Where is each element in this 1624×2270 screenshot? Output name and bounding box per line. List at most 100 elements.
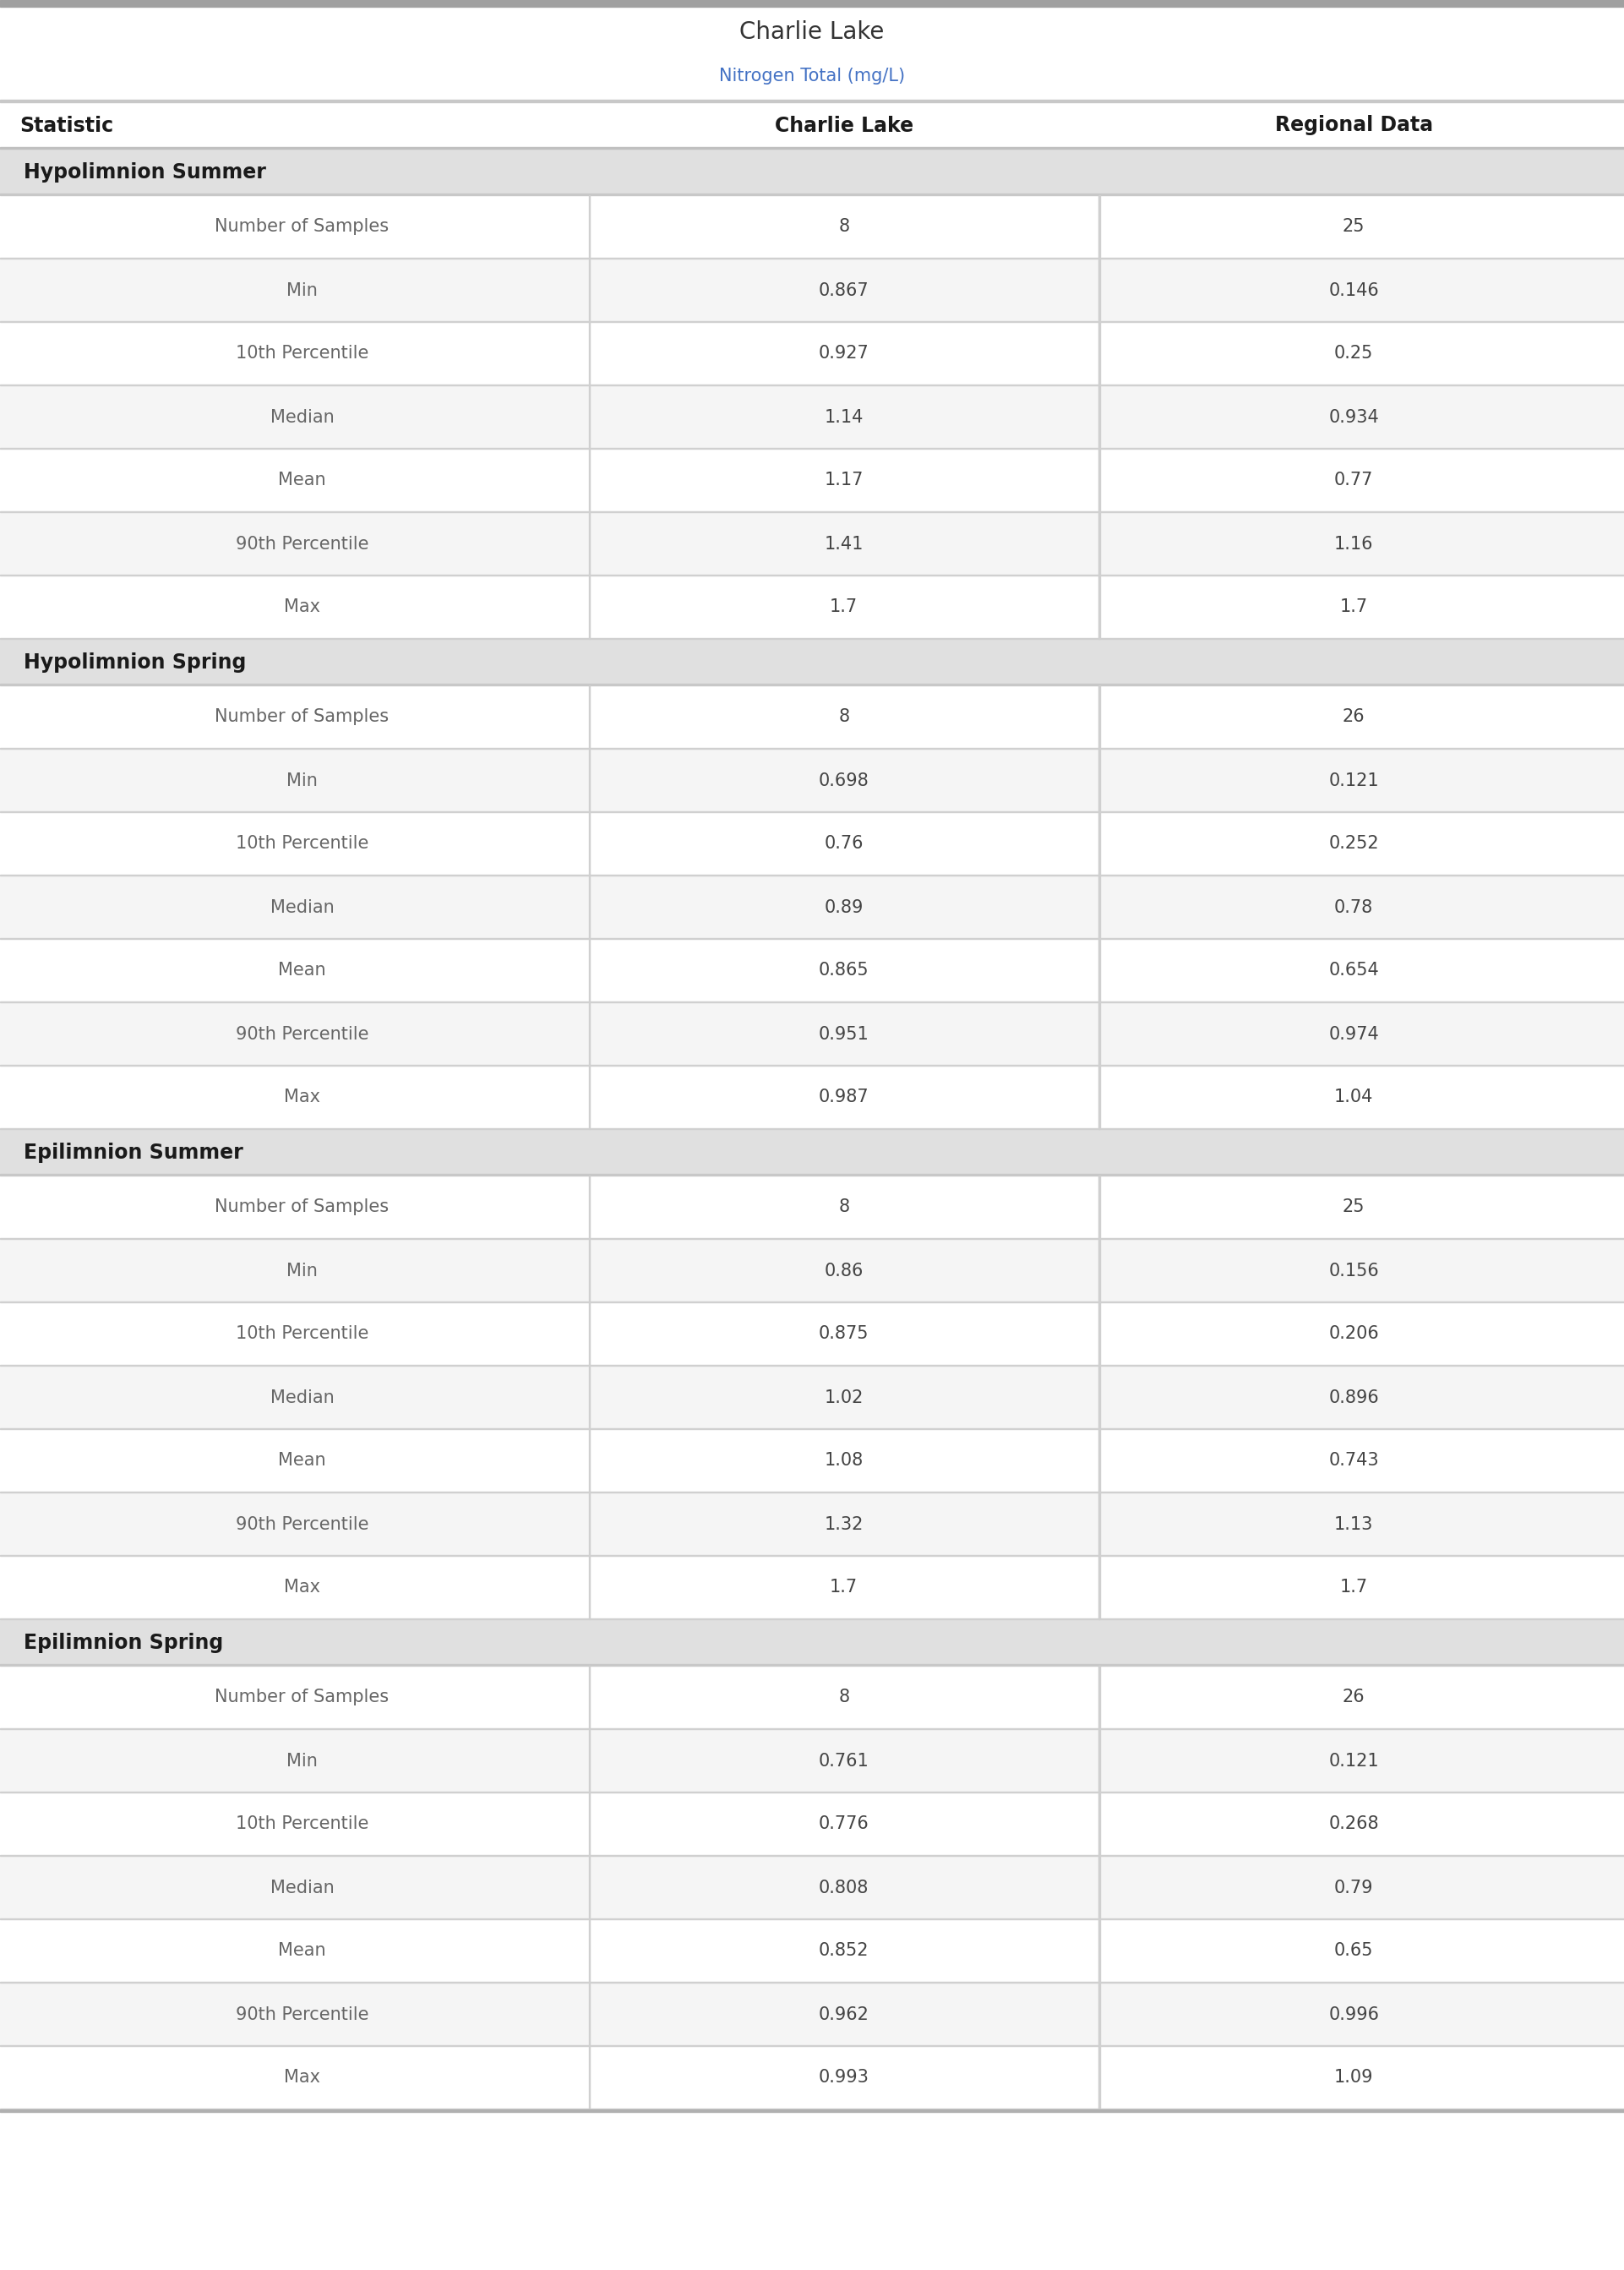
Bar: [0, 876, 1624, 940]
Text: 1.32: 1.32: [825, 1516, 864, 1532]
Text: 26: 26: [1343, 1689, 1366, 1705]
Bar: [0, 1491, 1624, 1555]
Text: 0.934: 0.934: [1328, 409, 1379, 424]
Text: 0.146: 0.146: [1328, 281, 1379, 300]
Text: 0.852: 0.852: [818, 1943, 869, 1959]
Text: 0.77: 0.77: [1335, 472, 1374, 488]
Text: 0.206: 0.206: [1328, 1326, 1379, 1342]
Text: 26: 26: [1343, 708, 1366, 726]
Text: 0.121: 0.121: [1328, 1752, 1379, 1768]
Text: 8: 8: [838, 1689, 849, 1705]
Text: Max: Max: [284, 1580, 320, 1596]
Text: 10th Percentile: 10th Percentile: [235, 345, 369, 363]
Bar: [0, 322, 1624, 386]
Text: 0.927: 0.927: [818, 345, 869, 363]
Bar: [0, 577, 1624, 638]
Text: Max: Max: [284, 1090, 320, 1105]
Text: 10th Percentile: 10th Percentile: [235, 835, 369, 851]
Text: 0.268: 0.268: [1328, 1816, 1379, 1832]
Text: 8: 8: [838, 708, 849, 726]
Text: Median: Median: [270, 1389, 335, 1405]
Text: Max: Max: [284, 2070, 320, 2086]
Text: 0.89: 0.89: [825, 899, 864, 915]
Bar: [0, 1065, 1624, 1128]
Text: 1.14: 1.14: [825, 409, 864, 424]
Text: 1.7: 1.7: [1340, 1580, 1367, 1596]
Text: 90th Percentile: 90th Percentile: [235, 1516, 369, 1532]
Text: Hypolimnion Spring: Hypolimnion Spring: [24, 651, 247, 672]
Text: 1.02: 1.02: [825, 1389, 864, 1405]
Text: 1.17: 1.17: [825, 472, 864, 488]
Text: 0.974: 0.974: [1328, 1026, 1379, 1042]
Text: 0.867: 0.867: [818, 281, 869, 300]
Text: 0.865: 0.865: [818, 962, 869, 978]
Text: 0.78: 0.78: [1335, 899, 1374, 915]
Text: Median: Median: [270, 899, 335, 915]
Bar: [0, 449, 1624, 513]
Bar: [0, 1666, 1624, 1730]
Bar: [0, 940, 1624, 1003]
Text: 0.121: 0.121: [1328, 772, 1379, 790]
Bar: [0, 0, 1624, 7]
Text: Min: Min: [286, 1262, 318, 1278]
Text: 0.743: 0.743: [1328, 1453, 1379, 1469]
Text: Min: Min: [286, 1752, 318, 1768]
Text: Number of Samples: Number of Samples: [214, 708, 390, 726]
Text: Charlie Lake: Charlie Lake: [775, 116, 913, 136]
Text: 90th Percentile: 90th Percentile: [235, 536, 369, 552]
Text: 10th Percentile: 10th Percentile: [235, 1816, 369, 1832]
Bar: [0, 686, 1624, 749]
Text: Mean: Mean: [278, 1943, 326, 1959]
Text: 0.654: 0.654: [1328, 962, 1379, 978]
Text: Mean: Mean: [278, 1453, 326, 1469]
Text: 25: 25: [1343, 1199, 1366, 1217]
Text: 0.156: 0.156: [1328, 1262, 1379, 1278]
Text: 0.252: 0.252: [1328, 835, 1379, 851]
Bar: [0, 1239, 1624, 1303]
Text: Epilimnion Spring: Epilimnion Spring: [24, 1632, 222, 1653]
Text: Number of Samples: Number of Samples: [214, 1689, 390, 1705]
Text: Median: Median: [270, 409, 335, 424]
Text: 0.79: 0.79: [1335, 1880, 1374, 1895]
Text: Max: Max: [284, 599, 320, 615]
Text: 0.776: 0.776: [818, 1816, 869, 1832]
Text: 0.996: 0.996: [1328, 2007, 1379, 2023]
Text: 0.962: 0.962: [818, 2007, 869, 2023]
Bar: [0, 102, 1624, 150]
Bar: [0, 1430, 1624, 1491]
Text: 1.7: 1.7: [830, 1580, 857, 1596]
Bar: [0, 1128, 1624, 1176]
Text: Regional Data: Regional Data: [1275, 116, 1432, 136]
Bar: [0, 1918, 1624, 1982]
Text: 0.896: 0.896: [1328, 1389, 1379, 1405]
Text: 0.987: 0.987: [818, 1090, 869, 1105]
Bar: [0, 2109, 1624, 2111]
Bar: [0, 1367, 1624, 1430]
Bar: [0, 1793, 1624, 1857]
Text: 1.16: 1.16: [1335, 536, 1374, 552]
Text: 1.7: 1.7: [1340, 599, 1367, 615]
Text: 0.76: 0.76: [825, 835, 864, 851]
Text: 1.13: 1.13: [1335, 1516, 1374, 1532]
Text: Hypolimnion Summer: Hypolimnion Summer: [24, 161, 266, 182]
Text: Number of Samples: Number of Samples: [214, 1199, 390, 1217]
Bar: [0, 813, 1624, 876]
Text: 1.04: 1.04: [1335, 1090, 1374, 1105]
Text: Mean: Mean: [278, 472, 326, 488]
Text: 0.698: 0.698: [818, 772, 869, 790]
Bar: [0, 1176, 1624, 1239]
Text: 25: 25: [1343, 218, 1366, 236]
Text: Number of Samples: Number of Samples: [214, 218, 390, 236]
Bar: [0, 1555, 1624, 1619]
Text: 0.761: 0.761: [818, 1752, 869, 1768]
Text: Epilimnion Summer: Epilimnion Summer: [24, 1142, 244, 1162]
Text: 1.7: 1.7: [830, 599, 857, 615]
Bar: [0, 1730, 1624, 1793]
Bar: [0, 386, 1624, 449]
Bar: [0, 100, 1624, 102]
Bar: [0, 1619, 1624, 1666]
Text: 0.875: 0.875: [818, 1326, 869, 1342]
Bar: [0, 259, 1624, 322]
Bar: [0, 2045, 1624, 2109]
Text: 10th Percentile: 10th Percentile: [235, 1326, 369, 1342]
